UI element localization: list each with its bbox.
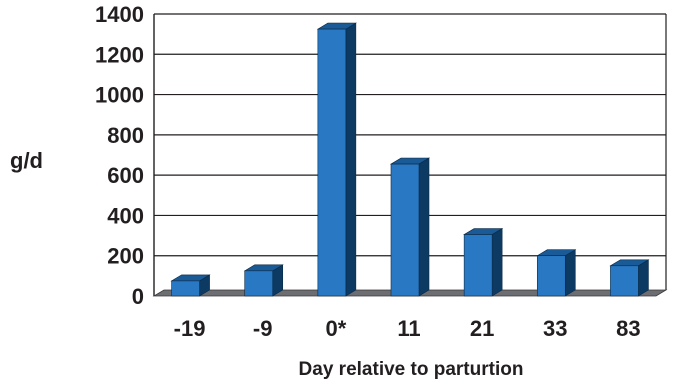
x-tick-labels: -19 -9 0* 11 21 33 83 <box>174 316 641 341</box>
x-tick-label: -19 <box>174 316 206 341</box>
y-tick-label: 0 <box>132 284 144 309</box>
x-tick-label: 83 <box>616 316 640 341</box>
x-axis-title: Day relative to parturtion <box>299 359 524 380</box>
y-tick-labels: 0 200 400 600 800 1000 1200 1400 <box>95 2 144 309</box>
y-tick-label: 200 <box>107 244 144 269</box>
y-tick-label: 800 <box>107 123 144 148</box>
bar <box>243 264 284 297</box>
bar <box>170 274 211 297</box>
bar-front <box>610 265 639 297</box>
bar-side <box>564 249 576 297</box>
bar <box>536 249 577 297</box>
bars <box>170 22 650 297</box>
bar <box>609 259 650 297</box>
bar-front <box>317 28 347 297</box>
bar-front <box>536 255 566 297</box>
bar-front <box>171 280 200 297</box>
y-tick-label: 400 <box>107 203 144 228</box>
bar-front <box>390 163 420 297</box>
bar-side <box>418 157 430 297</box>
y-tick-label: 1000 <box>95 83 144 108</box>
x-tick-label: -9 <box>253 316 273 341</box>
x-tick-label: 11 <box>397 316 420 341</box>
x-tick-label: 21 <box>470 316 494 341</box>
y-axis-title: g/d <box>10 148 43 173</box>
bar-front <box>463 234 493 297</box>
bar <box>463 228 504 297</box>
bar <box>389 157 431 297</box>
bar-front <box>244 270 274 297</box>
y-tick-label: 1200 <box>95 42 144 67</box>
bar <box>316 22 357 297</box>
bar-side <box>491 228 503 297</box>
x-tick-label: 33 <box>543 316 567 341</box>
x-tick-label: 0* <box>325 316 346 341</box>
y-tick-label: 1400 <box>95 2 144 27</box>
bar-side <box>345 22 357 297</box>
y-tick-label: 600 <box>107 163 144 188</box>
